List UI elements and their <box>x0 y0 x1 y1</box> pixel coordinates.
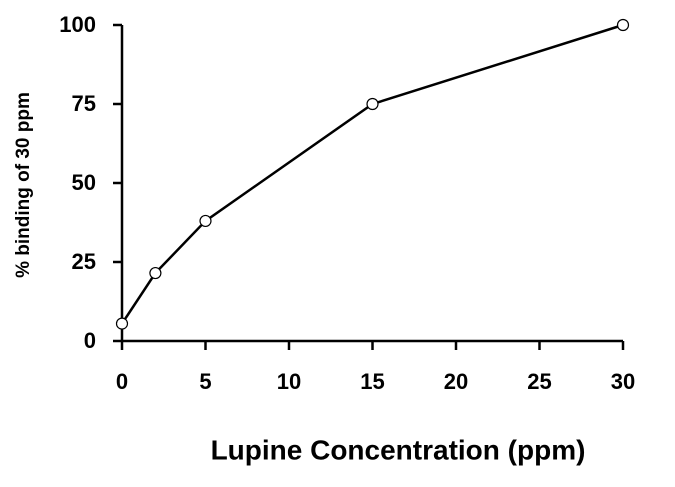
x-axis-label: Lupine Concentration (ppm) <box>211 434 586 465</box>
y-tick-label: 50 <box>72 170 96 195</box>
x-tick-label: 5 <box>199 369 211 394</box>
x-tick-label: 25 <box>527 369 551 394</box>
y-axis-label: % binding of 30 ppm <box>13 92 34 278</box>
x-tick-label: 20 <box>444 369 468 394</box>
y-tick-label: 100 <box>59 12 96 37</box>
data-point <box>149 266 162 280</box>
data-point <box>199 214 212 228</box>
data-point <box>366 97 379 111</box>
data-point <box>115 317 129 330</box>
data-point <box>616 18 630 32</box>
y-tick-label: 75 <box>72 91 96 116</box>
y-tick-label: 0 <box>84 328 96 353</box>
y-tick-label: 25 <box>72 249 96 274</box>
x-tick-label: 10 <box>277 369 301 394</box>
data-line <box>120 23 624 325</box>
x-tick-label: 15 <box>360 369 384 394</box>
x-tick-label: 0 <box>116 369 128 394</box>
x-tick-label: 30 <box>611 369 635 394</box>
